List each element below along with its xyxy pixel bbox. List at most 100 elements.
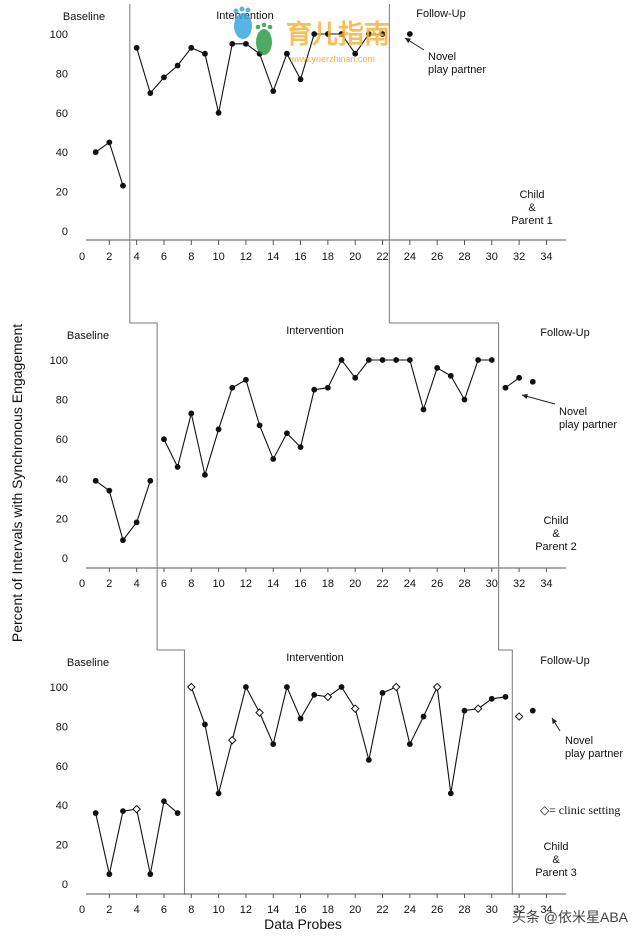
x-tick-label: 0 xyxy=(79,904,85,916)
y-tick-label: 20 xyxy=(56,187,68,199)
panel-3: 0 2 4 6 8 10 12 14 16 18 20 22 24 26 28 30 32 34020406080… xyxy=(50,652,624,916)
x-tick-label: 34 xyxy=(540,251,552,263)
data-point xyxy=(202,721,208,728)
participant-label: Parent 3 xyxy=(535,867,577,879)
data-point xyxy=(434,365,441,371)
x-tick-label: 8 xyxy=(188,251,194,263)
data-point xyxy=(365,756,372,763)
data-point xyxy=(352,374,359,381)
data-point xyxy=(202,50,208,57)
data-point xyxy=(243,684,249,690)
data-point xyxy=(174,62,181,69)
x-tick-label: 28 xyxy=(458,904,470,916)
x-tick-label: 18 xyxy=(322,578,334,590)
footprint-icon xyxy=(233,6,273,55)
data-point xyxy=(243,40,249,47)
x-tick-label: 16 xyxy=(294,904,306,916)
x-tick-label: 30 xyxy=(486,251,498,263)
data-point xyxy=(338,31,345,37)
participant-label: & xyxy=(552,854,560,866)
data-point xyxy=(284,684,290,690)
data-point-clinic xyxy=(255,708,264,717)
data-point-clinic xyxy=(323,692,333,702)
x-tick-label: 2 xyxy=(106,578,112,590)
phase-label: Baseline xyxy=(63,11,105,23)
x-tick-label: 2 xyxy=(106,904,112,916)
x-tick-label: 24 xyxy=(404,251,416,263)
data-point xyxy=(365,31,372,37)
data-point xyxy=(161,798,167,805)
data-point xyxy=(406,741,413,748)
x-tick-label: 28 xyxy=(458,251,470,263)
annotation-text: play partner xyxy=(559,419,617,431)
step-connector-intervention-2-3 xyxy=(156,569,185,657)
data-point xyxy=(133,519,140,526)
x-tick-label: 14 xyxy=(267,578,279,590)
x-tick-label: 34 xyxy=(540,904,552,916)
panel-1: 0 2 4 6 8 10 12 14 16 18 20 22 24 26 28 30 32 34020406080… xyxy=(50,4,567,263)
y-tick-label: 60 xyxy=(56,761,68,773)
x-tick-label: 26 xyxy=(431,251,443,263)
x-tick-label: 4 xyxy=(134,904,140,916)
series-line xyxy=(95,480,151,542)
watermark-logo-url: www.yuerzhinan.com xyxy=(289,54,375,64)
data-point xyxy=(475,357,482,363)
x-tick-label: 20 xyxy=(349,578,361,590)
annotation-arrowhead xyxy=(405,38,411,44)
data-point xyxy=(338,357,345,363)
x-tick-label: 28 xyxy=(458,578,470,590)
panel-2: 0 2 4 6 8 10 12 14 16 18 20 22 24 26 28 30 32 34020406080… xyxy=(50,325,618,590)
participant-label: Child xyxy=(543,515,568,527)
x-tick-label: 20 xyxy=(349,251,361,263)
x-tick-label: 18 xyxy=(322,251,334,263)
data-point-clinic xyxy=(350,704,360,713)
annotation-arrow xyxy=(521,394,556,405)
data-point xyxy=(393,357,400,363)
series-line xyxy=(190,685,506,794)
data-point xyxy=(324,31,331,37)
data-point xyxy=(461,396,468,403)
data-point-clinic xyxy=(132,804,141,814)
data-point xyxy=(352,50,359,57)
x-tick-label: 4 xyxy=(134,578,140,590)
data-point xyxy=(502,693,509,700)
watermark-logo: 育儿指南 www.yuerzhinan.com xyxy=(233,6,390,64)
y-tick-label: 40 xyxy=(56,800,68,812)
x-tick-label: 6 xyxy=(161,251,167,263)
data-point xyxy=(120,182,126,189)
y-axis-label: Percent of Intervals with Synchronous En… xyxy=(9,324,25,642)
x-tick-label: 34 xyxy=(540,578,552,590)
x-tick-label: 8 xyxy=(188,578,194,590)
data-point xyxy=(106,871,113,878)
annotation-text: Novel xyxy=(428,51,456,63)
data-point xyxy=(147,871,154,878)
data-point xyxy=(297,76,304,83)
annotation-text: play partner xyxy=(565,748,623,760)
x-tick-label: 30 xyxy=(486,904,498,916)
participant-label: Parent 2 xyxy=(535,541,577,553)
y-tick-label: 20 xyxy=(56,840,68,852)
x-tick-label: 12 xyxy=(240,251,252,263)
data-point xyxy=(92,149,99,156)
participant-label: Child xyxy=(543,841,568,853)
x-tick-label: 14 xyxy=(267,904,279,916)
series-line xyxy=(95,141,124,186)
data-point xyxy=(174,810,181,816)
y-tick-label: 40 xyxy=(56,474,68,486)
phase-label: Baseline xyxy=(67,330,109,342)
participant-label: & xyxy=(528,202,536,214)
x-tick-label: 22 xyxy=(376,251,388,263)
data-point-clinic xyxy=(391,682,401,692)
y-tick-label: 0 xyxy=(62,879,68,891)
clinic-legend-text: = clinic setting xyxy=(549,803,620,817)
x-axis-label: Data Probes xyxy=(264,916,342,932)
y-tick-label: 100 xyxy=(50,355,68,367)
data-point xyxy=(106,487,113,494)
x-tick-label: 22 xyxy=(376,578,388,590)
y-tick-label: 0 xyxy=(62,553,68,565)
phase-label: Follow-Up xyxy=(540,327,590,339)
data-point xyxy=(270,456,277,462)
step-connector-followup-2-3 xyxy=(498,569,513,657)
x-tick-label: 12 xyxy=(240,578,252,590)
y-tick-label: 100 xyxy=(50,682,68,694)
